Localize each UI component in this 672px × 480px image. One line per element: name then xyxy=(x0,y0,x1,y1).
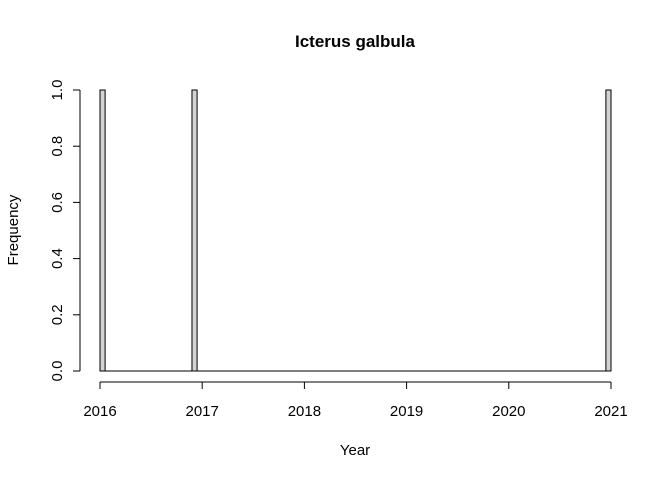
y-tick-label: 1.0 xyxy=(49,80,66,101)
x-axis-label: Year xyxy=(340,442,370,459)
y-tick-label: 0.0 xyxy=(49,361,66,382)
y-tick-label: 0.4 xyxy=(49,248,66,269)
x-tick-label: 2020 xyxy=(492,403,525,420)
histogram-bar xyxy=(605,89,612,372)
chart-title: Icterus galbula xyxy=(295,32,416,51)
y-tick-label: 0.8 xyxy=(49,136,66,157)
y-tick-label: 0.2 xyxy=(49,304,66,325)
x-tick-label: 2019 xyxy=(390,403,423,420)
x-tick-label: 2018 xyxy=(288,403,321,420)
x-axis: 2016 2017 2018 2019 2020 2021 xyxy=(83,381,628,420)
histogram-bar xyxy=(99,89,106,372)
histogram-bar xyxy=(191,89,198,372)
x-tick-label: 2017 xyxy=(186,403,219,420)
y-axis-label: Frequency xyxy=(5,194,22,265)
y-axis: 0.0 0.2 0.4 0.6 0.8 1.0 xyxy=(49,80,81,382)
x-tick-label: 2016 xyxy=(83,403,116,420)
x-tick-label: 2021 xyxy=(594,403,627,420)
y-tick-label: 0.6 xyxy=(49,192,66,213)
bars-group xyxy=(99,89,612,372)
